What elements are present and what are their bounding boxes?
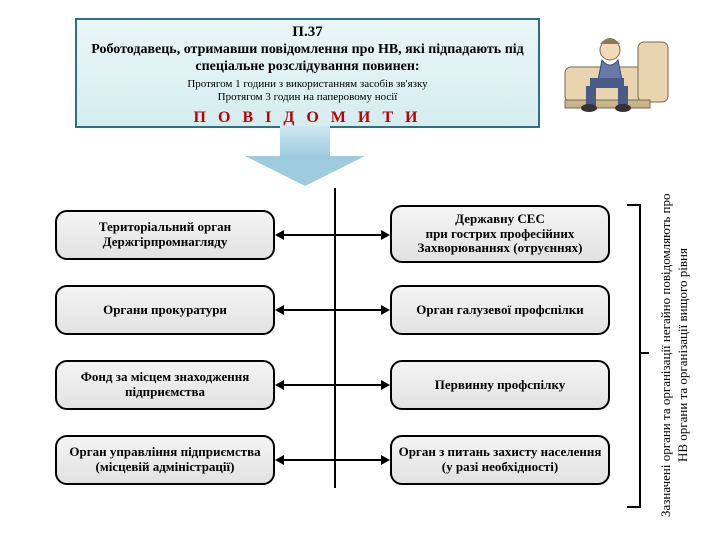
- node-left-3: Орган управління підприємства (місцевій …: [55, 435, 275, 485]
- branch-r-1: [336, 309, 381, 311]
- node-right-1: Орган галузевої профспілки: [390, 285, 610, 335]
- side-note: Зазначені органи та організації негайно …: [652, 190, 698, 520]
- header-line-4: П О В І Д О М И Т И: [87, 109, 528, 127]
- down-arrow: [245, 126, 365, 196]
- branch-l-3: [284, 459, 334, 461]
- arrowhead-l-1: [275, 305, 284, 315]
- arrowhead-l-0: [275, 230, 284, 240]
- person-illustration: [560, 22, 690, 122]
- arrowhead-l-3: [275, 455, 284, 465]
- arrowhead-r-2: [381, 380, 390, 390]
- node-left-1: Органи прокуратури: [55, 285, 275, 335]
- arrowhead-l-2: [275, 380, 284, 390]
- trunk-line: [334, 188, 336, 488]
- branch-l-0: [284, 234, 334, 236]
- header-box: П.37 Роботодавець, отримавши повідомленн…: [75, 18, 540, 128]
- branch-l-2: [284, 384, 334, 386]
- bracket-tick: [639, 352, 649, 354]
- header-line-1: П.37: [87, 24, 528, 41]
- arrowhead-r-1: [381, 305, 390, 315]
- node-right-0: Державну СЕС при гострих професійних Зах…: [390, 205, 610, 263]
- branch-r-3: [336, 459, 381, 461]
- side-note-text: Зазначені органи та організації негайно …: [658, 190, 692, 520]
- node-left-0: Територіальний орган Держгірпромнагляду: [55, 210, 275, 260]
- arrowhead-r-0: [381, 230, 390, 240]
- node-right-3: Орган з питань захисту населення (у разі…: [390, 435, 610, 485]
- right-bracket: [627, 204, 641, 508]
- arrowhead-r-3: [381, 455, 390, 465]
- node-left-2: Фонд за місцем знаходження підприємства: [55, 360, 275, 410]
- header-line-2: Роботодавець, отримавши повідомлення про…: [87, 42, 528, 76]
- branch-r-2: [336, 384, 381, 386]
- node-right-2: Первинну профспілку: [390, 360, 610, 410]
- branch-l-1: [284, 309, 334, 311]
- branch-r-0: [336, 234, 381, 236]
- header-line-3: Протягом 1 години з використанням засобі…: [87, 78, 528, 106]
